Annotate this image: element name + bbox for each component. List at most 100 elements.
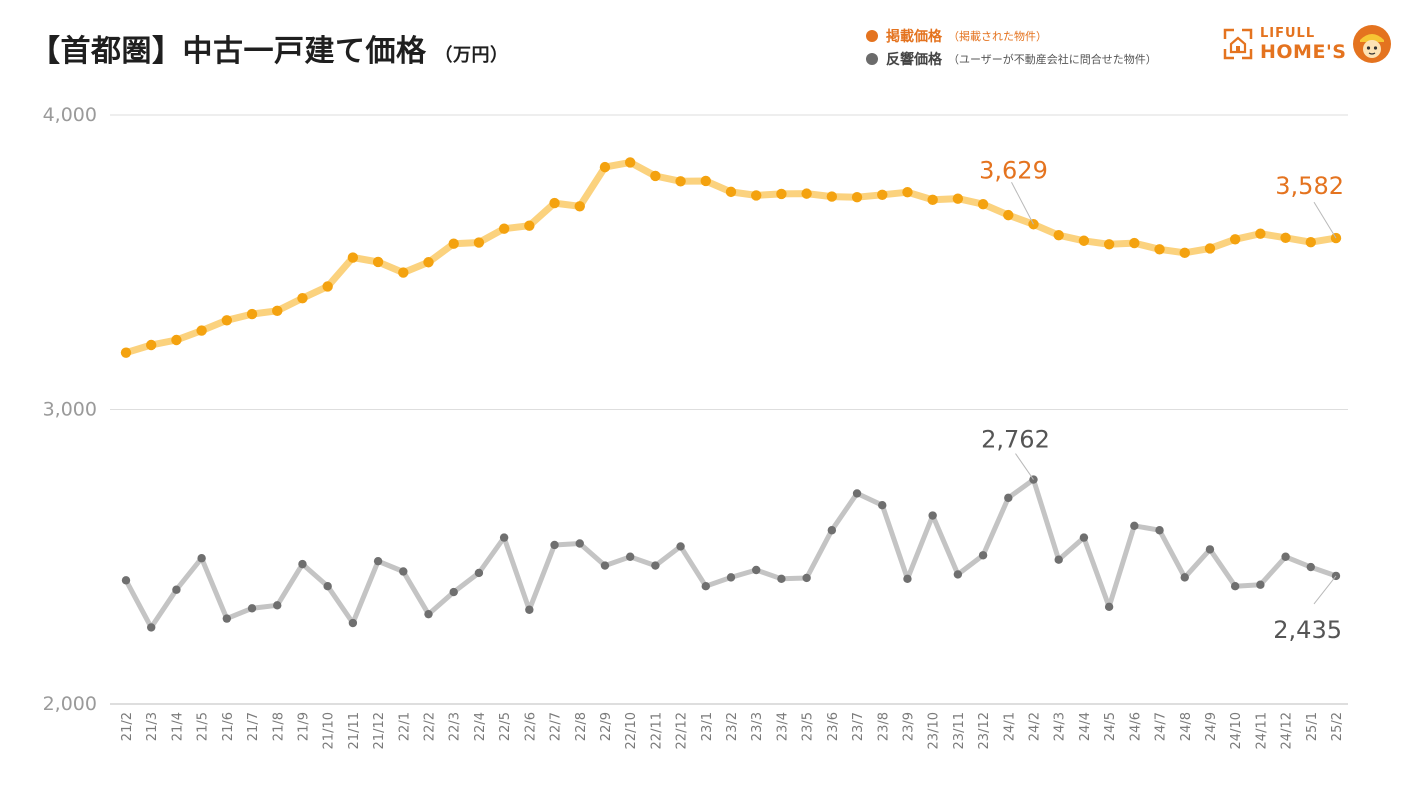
data-point bbox=[600, 561, 610, 570]
x-tick-label: 24/2 bbox=[1028, 712, 1043, 741]
data-point bbox=[902, 186, 913, 198]
legend-marker-inquiry bbox=[866, 52, 878, 65]
data-point bbox=[575, 539, 584, 548]
data-point bbox=[424, 609, 433, 619]
house-icon bbox=[1223, 28, 1253, 60]
data-point bbox=[398, 267, 409, 278]
x-tick-label: 21/4 bbox=[170, 712, 185, 741]
x-tick-label: 24/3 bbox=[1053, 712, 1068, 741]
data-point bbox=[952, 193, 964, 204]
data-point bbox=[172, 585, 181, 594]
y-axis: 2,000 3,000 4,000 bbox=[43, 104, 97, 715]
data-point bbox=[348, 618, 358, 628]
legend-item-inquiry-price: 反響価格 （ユーザーが不動産会社に問合せた物件） bbox=[866, 47, 1157, 70]
legend-note: （掲載された物件） bbox=[948, 29, 1047, 43]
data-point bbox=[624, 157, 636, 168]
y-tick-label: 3,000 bbox=[43, 399, 97, 421]
grid-lines bbox=[110, 114, 1348, 705]
data-point bbox=[1130, 521, 1139, 531]
x-tick-label: 22/8 bbox=[574, 712, 589, 741]
x-tick-label: 21/5 bbox=[196, 712, 211, 741]
x-tick-label: 23/6 bbox=[826, 712, 841, 741]
x-tick-label: 23/8 bbox=[876, 712, 891, 741]
data-point bbox=[498, 223, 510, 234]
data-point bbox=[171, 334, 182, 346]
annotation-leader bbox=[1011, 182, 1034, 225]
series-listing-price bbox=[120, 157, 1342, 358]
data-point bbox=[953, 570, 963, 579]
x-tick-label: 21/3 bbox=[145, 712, 160, 741]
data-point bbox=[978, 551, 988, 560]
data-point bbox=[297, 292, 308, 304]
x-tick-label: 24/1 bbox=[1002, 712, 1017, 741]
data-point bbox=[977, 199, 989, 210]
data-point bbox=[121, 576, 131, 585]
data-point bbox=[197, 554, 206, 563]
x-axis: 21/2 21/3 21/4 21/5 21/6 21/7 21/8 21/9 21/10 21/… bbox=[120, 712, 1345, 749]
x-tick-label: 22/4 bbox=[473, 712, 488, 741]
data-point bbox=[1255, 228, 1266, 239]
data-point bbox=[903, 574, 912, 584]
data-point bbox=[474, 568, 484, 578]
legend-label: 反響価格 bbox=[886, 51, 942, 68]
annotation-leader bbox=[1313, 201, 1337, 239]
data-point bbox=[196, 325, 207, 336]
data-point bbox=[801, 188, 812, 199]
data-point bbox=[221, 315, 233, 326]
data-point bbox=[549, 197, 560, 209]
x-tick-label: 22/6 bbox=[523, 712, 538, 741]
x-tick-label: 25/1 bbox=[1305, 712, 1320, 741]
data-point bbox=[423, 257, 434, 268]
data-point bbox=[1079, 533, 1089, 542]
x-tick-label: 22/3 bbox=[448, 712, 463, 741]
data-point bbox=[1104, 602, 1114, 612]
data-point bbox=[1256, 580, 1265, 589]
data-point bbox=[777, 574, 786, 584]
legend-label: 掲載価格 bbox=[886, 28, 942, 45]
x-tick-label: 23/4 bbox=[775, 712, 790, 741]
chart-title-text: 【首都圏】中古一戸建て価格 bbox=[30, 34, 427, 69]
data-point bbox=[878, 501, 887, 510]
data-point bbox=[1053, 229, 1064, 241]
data-point bbox=[1281, 552, 1290, 561]
logo-text-top: LIFULL bbox=[1260, 25, 1316, 41]
data-point bbox=[1305, 237, 1316, 248]
x-tick-label: 22/11 bbox=[649, 712, 664, 749]
x-tick-label: 21/12 bbox=[372, 712, 387, 749]
data-point bbox=[599, 161, 611, 173]
x-tick-label: 22/1 bbox=[397, 712, 412, 741]
x-tick-label: 25/2 bbox=[1330, 712, 1345, 741]
x-tick-label: 23/9 bbox=[901, 712, 916, 741]
data-point bbox=[1129, 237, 1140, 249]
x-tick-label: 21/9 bbox=[296, 712, 311, 741]
legend-marker-listing bbox=[866, 29, 878, 42]
data-point bbox=[399, 567, 408, 576]
x-tick-label: 23/11 bbox=[952, 712, 967, 749]
data-point bbox=[650, 170, 661, 182]
lifull-homes-logo: LIFULL HOME'S bbox=[1222, 24, 1392, 64]
x-tick-label: 21/10 bbox=[322, 712, 337, 749]
data-point bbox=[448, 238, 459, 249]
legend-note: （ユーザーが不動産会社に問合せた物件） bbox=[948, 52, 1157, 66]
data-point bbox=[120, 347, 132, 358]
data-point bbox=[524, 220, 535, 231]
data-point bbox=[1155, 526, 1164, 535]
x-tick-label: 21/6 bbox=[221, 712, 236, 741]
data-point bbox=[222, 614, 232, 623]
data-point bbox=[273, 601, 282, 610]
data-point bbox=[272, 305, 283, 317]
data-point bbox=[1230, 582, 1240, 591]
x-tick-label: 24/5 bbox=[1103, 712, 1118, 741]
x-tick-label: 22/5 bbox=[498, 712, 513, 741]
data-point bbox=[525, 605, 534, 614]
data-point bbox=[322, 281, 333, 292]
data-point bbox=[1280, 232, 1291, 244]
data-point bbox=[449, 587, 458, 597]
x-tick-label: 24/11 bbox=[1254, 712, 1269, 749]
data-point bbox=[1103, 239, 1115, 250]
data-point bbox=[373, 556, 383, 566]
data-point bbox=[726, 573, 736, 582]
data-point bbox=[1004, 493, 1013, 503]
data-label: 3,629 bbox=[979, 156, 1048, 184]
